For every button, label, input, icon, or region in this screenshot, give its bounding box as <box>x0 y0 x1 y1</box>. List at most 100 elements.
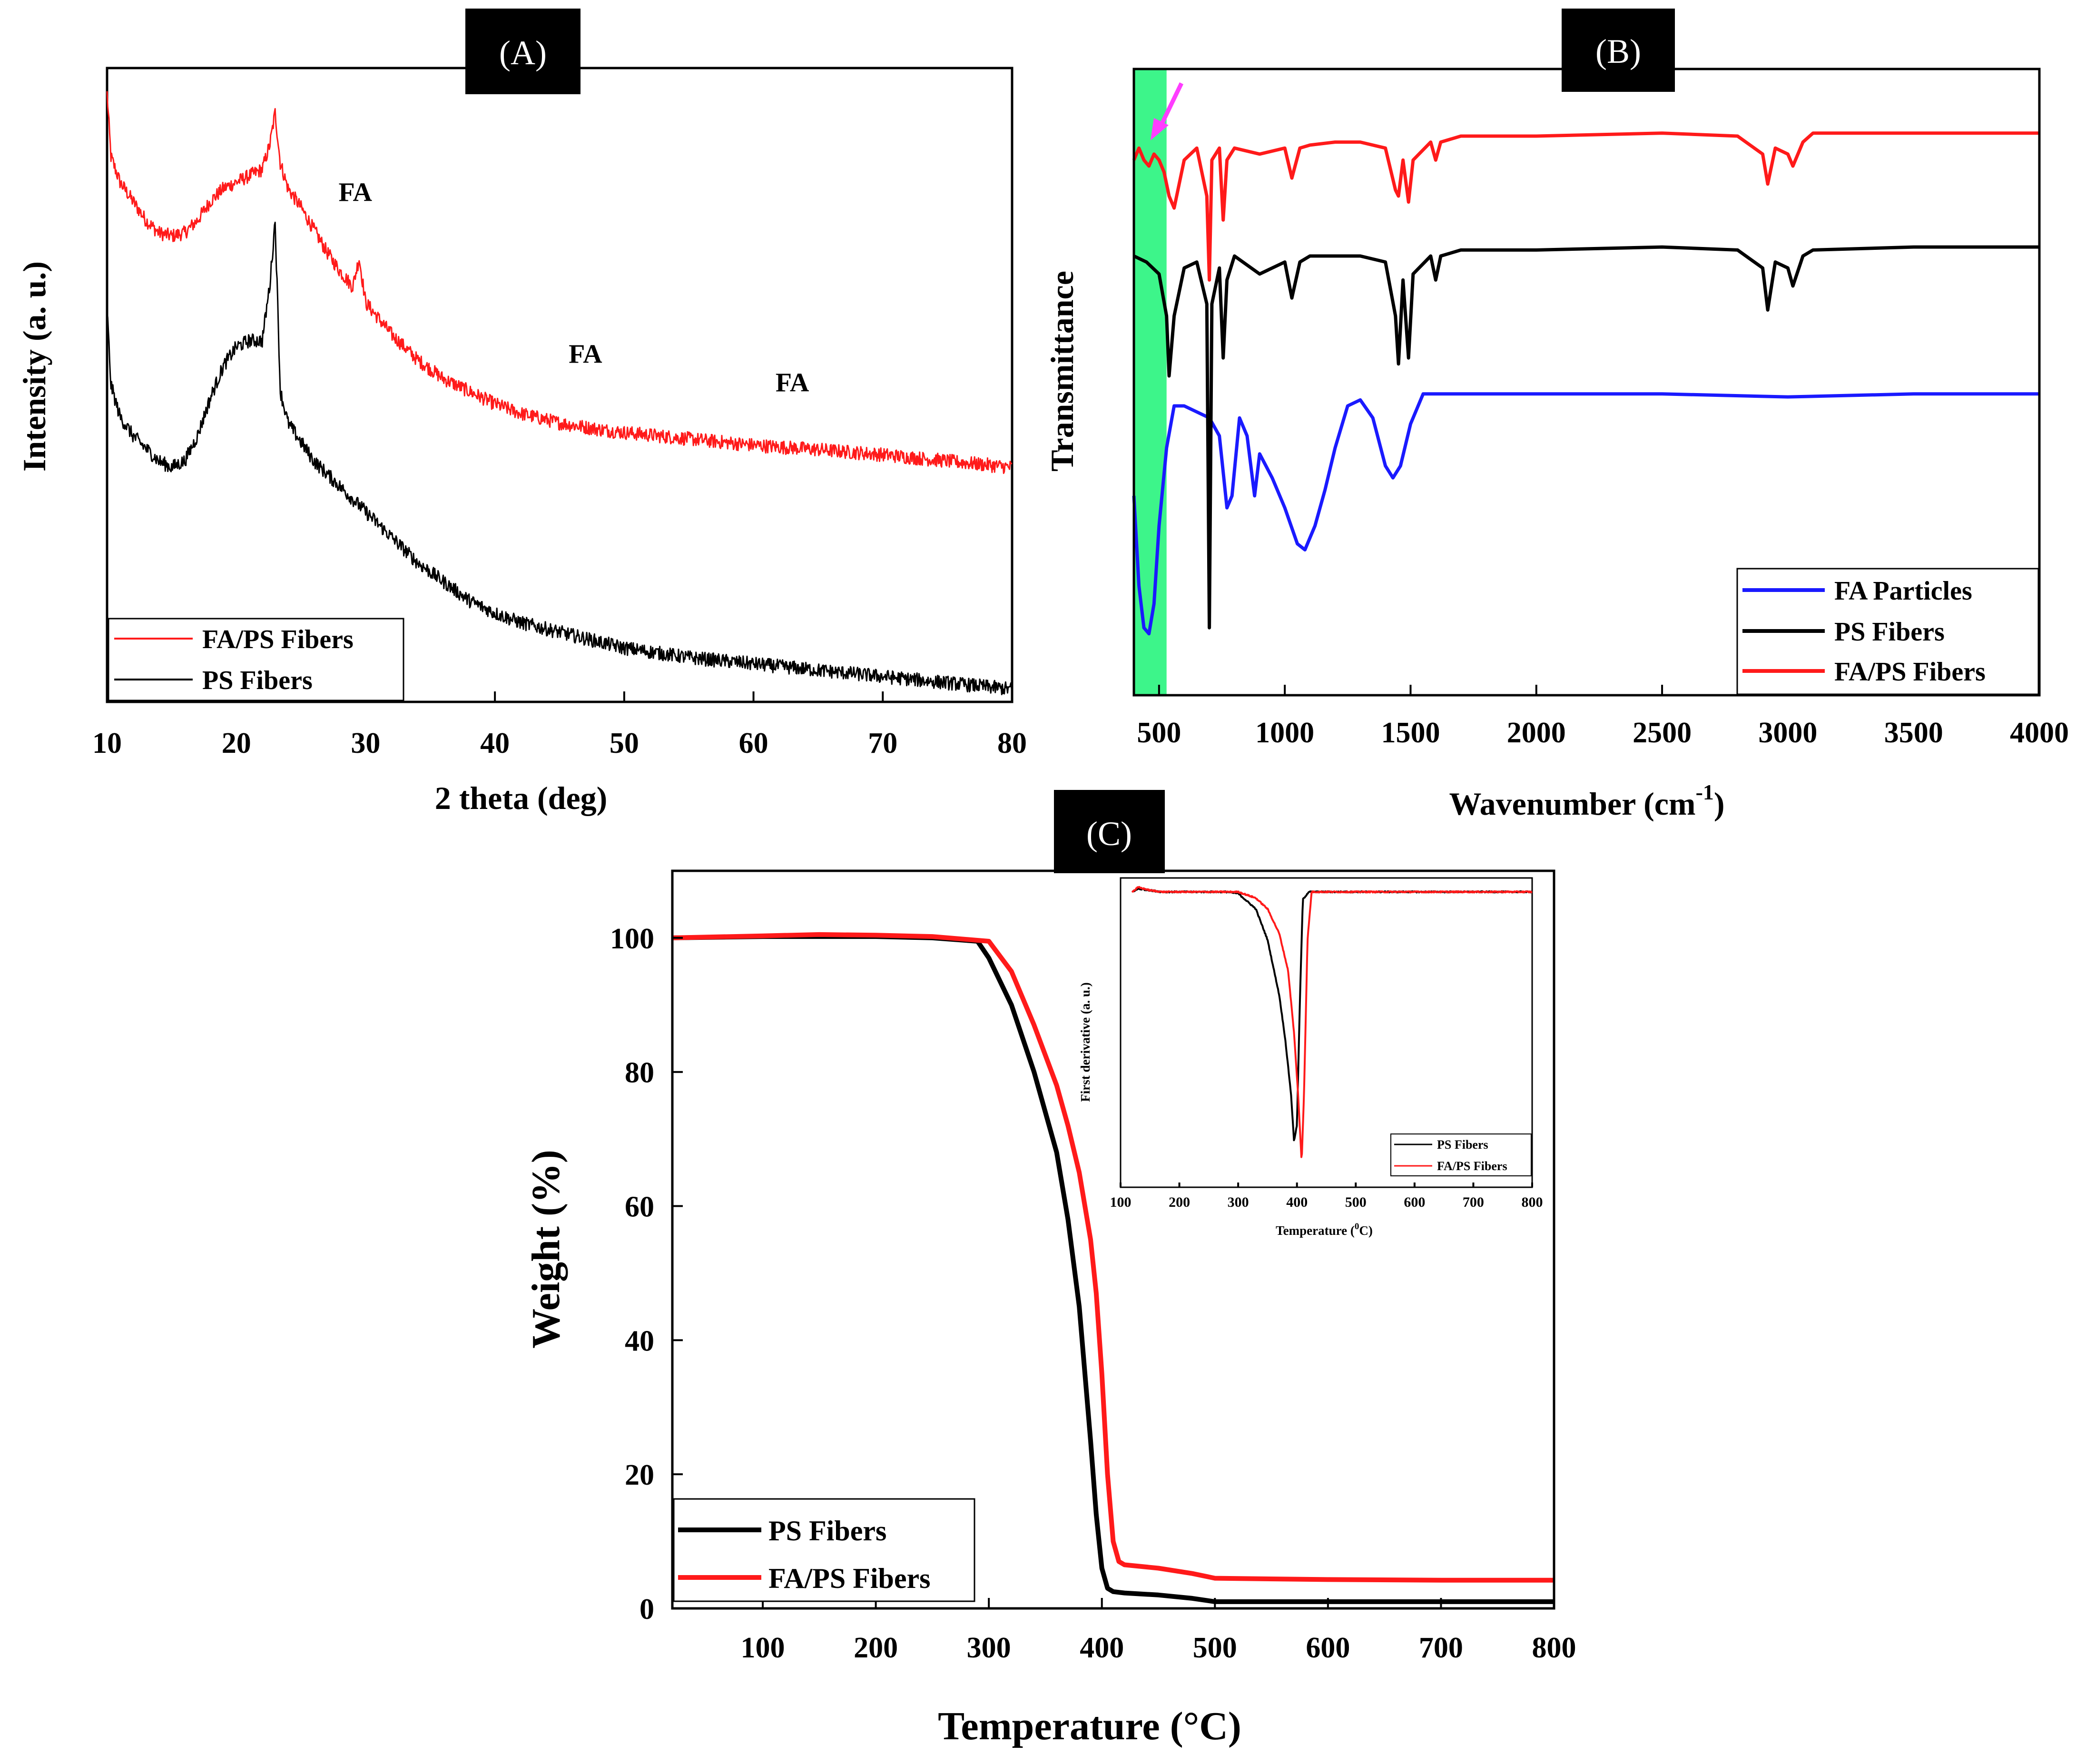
panel-c-y-axis-title: Weight (%) <box>524 1150 568 1349</box>
panel-b-x-tick-label-3500: 3500 <box>1884 717 1943 749</box>
panel-c-x-tick-label-700: 700 <box>1419 1632 1463 1664</box>
panel-c-x-tick-label-400: 400 <box>1080 1632 1124 1664</box>
panel-c-x-tick-label-200: 200 <box>854 1632 898 1664</box>
panel-a-label: (A) <box>499 34 547 72</box>
panel-a-series-ps-fibers <box>106 221 1013 695</box>
panel-c-y-tick-label-100: 100 <box>610 923 654 955</box>
panel-b-arrow-icon <box>1151 82 1184 140</box>
panel-b-x-tick-label-1000: 1000 <box>1255 717 1314 749</box>
panel-c-inset-x-tick-label-800: 800 <box>1522 1194 1543 1210</box>
panel-a-x-tick-label-30: 30 <box>351 727 380 759</box>
panel-b-series-group <box>1132 131 2039 636</box>
panel-c-series-group <box>672 932 1554 1604</box>
panel-c-inset-x-axis-title-sup: 0 <box>1355 1222 1359 1232</box>
panel-a-series-group <box>106 91 1013 695</box>
panel-b-x-axis-title-close: ) <box>1714 786 1725 822</box>
panel-b-series-ps-fibers <box>1133 245 2039 630</box>
panel-b-x-axis-title-main: Wavenumber (cm <box>1449 786 1695 822</box>
panel-c-y-tick-label-60: 60 <box>625 1191 654 1223</box>
panel-c-inset-series-fa-ps-fibers <box>1131 886 1533 1158</box>
panel-c-y-tick-label-20: 20 <box>625 1459 654 1491</box>
panel-c-inset-legend-label-ps: PS Fibers <box>1437 1138 1488 1152</box>
panel-c-inset-legend-label-fa-ps: FA/PS Fibers <box>1437 1159 1507 1173</box>
panel-a-x-tick-label-40: 40 <box>480 727 510 759</box>
panel-c-x-tick-label-600: 600 <box>1306 1632 1350 1664</box>
panel-a-annotation-2: FA <box>569 339 602 369</box>
panel-a-plot-frame <box>106 67 1013 703</box>
panel-c-x-tick-label-300: 300 <box>967 1632 1011 1664</box>
panel-c-inset-x-tick-label-600: 600 <box>1404 1194 1425 1210</box>
panel-c-inset-x-tick-label-100: 100 <box>1110 1194 1132 1210</box>
panel-a-x-ticks: 10 20 30 40 50 60 70 80 <box>92 691 1027 759</box>
panel-c-inset-legend: PS Fibers FA/PS Fibers <box>1390 1133 1532 1176</box>
panel-b-legend-label-fa-ps: FA/PS Fibers <box>1834 657 1986 687</box>
panel-a-y-axis-title: Intensity (a. u.) <box>16 261 52 472</box>
panel-a-legend-label-ps: PS Fibers <box>202 666 313 695</box>
panel-a-x-tick-label-10: 10 <box>92 727 122 759</box>
panel-b-label-box <box>1562 9 1675 92</box>
panel-a: 10 20 30 40 50 60 70 80 FA FA FA FA/PS Fibers PS … <box>16 9 1027 816</box>
panel-c-legend: PS Fibers FA/PS Fibers <box>673 1498 975 1602</box>
panel-b-y-axis-title: Transmittance <box>1044 271 1080 472</box>
panel-c-legend-label-ps: PS Fibers <box>768 1515 886 1547</box>
panel-a-annotations: FA FA FA <box>338 178 809 398</box>
panel-a-label-box <box>465 9 581 94</box>
panel-c-x-tick-label-800: 800 <box>1532 1632 1576 1664</box>
panel-c-ticks: 100 200 300 400 500 600 700 800 0 20 40 60 80 100 <box>610 923 1576 1664</box>
panel-b-legend-label-ps: PS Fibers <box>1834 617 1945 647</box>
panel-a-x-axis-title: 2 theta (deg) <box>435 780 608 816</box>
panel-c-inset-series-group <box>1131 886 1533 1158</box>
panel-a-legend-box <box>108 618 404 701</box>
panel-c-x-tick-label-500: 500 <box>1193 1632 1237 1664</box>
panel-c-inset-y-axis-title: First derivative (a. u.) <box>1078 982 1092 1102</box>
panel-b-legend: FA Particles PS Fibers FA/PS Fibers <box>1736 568 2039 695</box>
panel-c-y-tick-label-0: 0 <box>640 1593 654 1626</box>
panel-a-annotation-3: FA <box>776 368 809 397</box>
panel-b: 500 1000 1500 2000 2500 3000 3500 4000 FA Parti… <box>1044 9 2069 822</box>
panel-a-x-tick-label-80: 80 <box>997 727 1027 759</box>
panel-c-label: (C) <box>1086 815 1132 853</box>
panel-c-inset-x-tick-label-200: 200 <box>1169 1194 1190 1210</box>
panel-c-inset-x-axis-title-close: C) <box>1359 1223 1373 1238</box>
panel-a-x-tick-label-60: 60 <box>739 727 768 759</box>
panel-c-inset-x-tick-label-400: 400 <box>1286 1194 1308 1210</box>
panel-b-x-tick-label-3000: 3000 <box>1758 717 1817 749</box>
panel-b-x-tick-label-4000: 4000 <box>2010 717 2069 749</box>
panel-b-label: (B) <box>1595 32 1641 70</box>
panel-b-x-ticks: 500 1000 1500 2000 2500 3000 3500 4000 <box>1137 685 2069 749</box>
panel-c-legend-label-fa-ps: FA/PS Fibers <box>768 1563 931 1594</box>
panel-b-series-fa-ps-fibers <box>1132 131 2039 282</box>
panel-a-x-tick-label-20: 20 <box>222 727 251 759</box>
panel-b-x-axis-title: Wavenumber (cm-1) <box>1449 780 1724 822</box>
panel-a-legend-label-fa-ps: FA/PS Fibers <box>202 625 354 654</box>
panel-a-annotation-1: FA <box>338 178 372 207</box>
panel-b-x-tick-label-1500: 1500 <box>1381 717 1440 749</box>
panel-c-y-tick-label-40: 40 <box>625 1325 654 1357</box>
panel-c: 100 200 300 400 500 600 700 800 0 20 40 60 80 100 100… <box>524 790 1576 1748</box>
panel-c-inset: 100 200 300 400 500 600 700 800 PS Fibers FA/PS… <box>1078 877 1543 1238</box>
panel-c-x-tick-label-100: 100 <box>741 1632 785 1664</box>
panel-c-series-fa-ps-fibers <box>672 932 1554 1583</box>
panel-c-legend-box <box>673 1498 975 1602</box>
panel-c-inset-x-ticks: 100 200 300 400 500 600 700 800 <box>1110 1183 1543 1210</box>
panel-a-series-fa-ps-fibers <box>106 91 1013 474</box>
panel-c-inset-x-axis-title: Temperature (0C) <box>1276 1222 1373 1238</box>
panel-b-x-tick-label-2000: 2000 <box>1507 717 1566 749</box>
panel-a-legend: FA/PS Fibers PS Fibers <box>108 618 404 701</box>
panel-b-x-tick-label-2500: 2500 <box>1633 717 1692 749</box>
panel-c-inset-x-tick-label-700: 700 <box>1463 1194 1484 1210</box>
panel-b-x-axis-title-sup: -1 <box>1696 780 1714 804</box>
panel-c-label-box <box>1054 790 1165 873</box>
panel-a-x-tick-label-70: 70 <box>868 727 897 759</box>
panel-c-inset-x-axis-title-main: Temperature ( <box>1276 1223 1355 1238</box>
panel-b-x-tick-label-500: 500 <box>1137 717 1181 749</box>
panel-b-series-fa-particles <box>1132 392 2039 636</box>
panel-c-x-axis-title: Temperature (°C) <box>938 1704 1241 1748</box>
panel-c-inset-x-tick-label-300: 300 <box>1228 1194 1249 1210</box>
panel-c-y-tick-label-80: 80 <box>625 1057 654 1089</box>
panel-c-inset-legend-box <box>1390 1133 1532 1176</box>
panel-a-x-tick-label-50: 50 <box>610 727 639 759</box>
panel-c-inset-x-tick-label-500: 500 <box>1345 1194 1367 1210</box>
panel-b-legend-label-fa: FA Particles <box>1834 576 1972 606</box>
